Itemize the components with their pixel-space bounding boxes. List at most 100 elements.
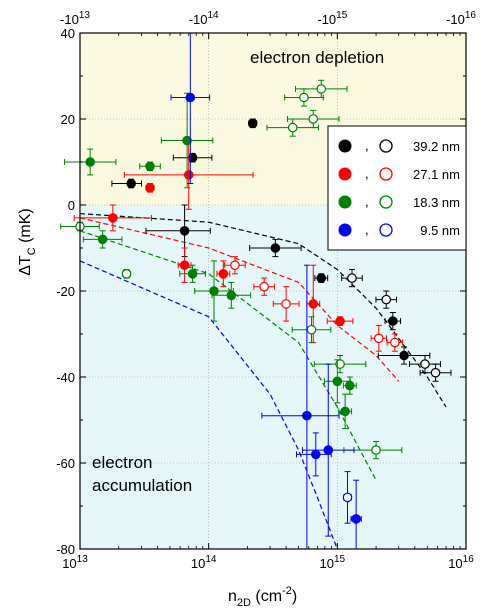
filled-marker: [316, 273, 327, 283]
filled-marker: [97, 234, 108, 245]
legend-open-marker: [379, 167, 393, 181]
open-marker: [281, 299, 291, 309]
top-tick-label: -1015: [317, 10, 347, 27]
axes-ticks: -80 -60 -40 -20 0 20 40 1013 -1013 1014 -1014 1015 -…: [56, 10, 476, 571]
accumulation-label-line2: accumulation: [92, 476, 192, 495]
legend-comma: ,: [365, 222, 369, 237]
y-axis-title: ΔTC (mK): [17, 208, 38, 276]
y-tick-label: 40: [61, 26, 75, 41]
open-point-392nm: [341, 269, 363, 288]
open-marker: [299, 92, 309, 103]
filled-marker: [399, 350, 409, 361]
filled-marker: [335, 316, 345, 326]
open-point-271nm: [272, 286, 300, 322]
filled-marker: [209, 286, 219, 296]
filled-marker: [351, 514, 361, 524]
filled-point-95nm: [261, 264, 340, 550]
open-marker: [259, 281, 269, 292]
x-tick-label: 1014: [191, 554, 217, 571]
filled-point-392nm: [111, 178, 142, 189]
legend-open-marker: [379, 139, 393, 153]
top-tick-label: -1013: [60, 10, 90, 27]
filled-marker: [187, 152, 198, 163]
filled-marker: [308, 299, 319, 309]
open-marker: [230, 260, 240, 270]
filled-marker: [126, 178, 137, 189]
y-tick-label: 20: [61, 112, 75, 127]
open-point-183nm: [291, 316, 332, 344]
filled-point-392nm: [384, 312, 402, 331]
fit-curve-392nm: [79, 213, 447, 408]
filled-marker: [182, 135, 192, 146]
legend-filled-marker: [338, 139, 352, 153]
legend-comma: ,: [365, 194, 369, 209]
x-axis-title: n2D (cm-2): [228, 585, 297, 609]
legend-filled-marker: [338, 195, 352, 209]
open-marker: [390, 337, 400, 348]
filled-marker: [247, 118, 258, 129]
legend-comma: ,: [365, 138, 369, 153]
legend-open-marker: [379, 195, 393, 209]
open-point-183nm: [313, 355, 367, 374]
top-tick-label: -1014: [189, 10, 219, 27]
fit-curve-95nm: [79, 260, 338, 550]
open-marker: [373, 333, 384, 344]
filled-point-183nm: [342, 376, 357, 395]
open-point-271nm: [386, 333, 404, 352]
open-marker: [420, 359, 430, 369]
filled-point-271nm: [73, 204, 152, 232]
legend-filled-marker: [338, 167, 352, 181]
x-tick-label: 1013: [62, 554, 88, 571]
filled-marker: [108, 213, 118, 223]
filled-point-271nm: [177, 247, 192, 283]
open-marker: [381, 294, 392, 305]
open-point-95nm: [342, 471, 353, 524]
open-marker: [316, 84, 327, 94]
filled-point-271nm: [145, 183, 155, 193]
open-point-183nm: [121, 268, 132, 279]
open-point-392nm: [419, 363, 452, 382]
y-tick-label: -20: [56, 284, 75, 299]
filled-marker: [345, 380, 355, 391]
legend: , 39.2 nm, 27.1 nm, 18.3 nm, 9.5 nm: [327, 125, 467, 251]
open-point-392nm: [375, 290, 398, 309]
open-marker: [308, 114, 319, 124]
filled-marker: [388, 316, 398, 326]
open-marker: [430, 367, 441, 378]
filled-marker: [187, 268, 198, 279]
accumulation-label-line1: electron: [92, 453, 152, 472]
filled-marker: [340, 406, 350, 417]
legend-filled-marker: [338, 223, 352, 237]
legend-entry-183nm: , 18.3 nm: [338, 194, 460, 210]
y-tick-label: 0: [68, 198, 75, 213]
filled-point-392nm: [247, 118, 258, 129]
filled-point-392nm: [377, 346, 431, 365]
open-point-271nm: [224, 256, 246, 275]
legend-label: 9.5 nm: [420, 223, 460, 238]
filled-point-183nm: [323, 359, 351, 404]
x-tick-label: 1015: [320, 554, 346, 571]
legend-label: 27.1 nm: [413, 167, 460, 182]
filled-marker: [85, 157, 95, 167]
filled-marker: [310, 449, 321, 460]
open-point-183nm: [287, 109, 340, 129]
open-marker: [306, 324, 317, 335]
y-tick-label: -80: [56, 542, 75, 557]
depletion-label: electron depletion: [250, 48, 384, 67]
filled-marker: [145, 161, 155, 172]
filled-marker: [218, 268, 229, 279]
legend-comma: ,: [365, 166, 369, 181]
filled-marker: [323, 445, 334, 455]
filled-point-271nm: [216, 260, 231, 288]
open-point-183nm: [343, 441, 403, 460]
filled-point-95nm: [295, 432, 332, 477]
open-point-271nm: [370, 324, 388, 352]
filled-marker: [179, 226, 190, 236]
top-tick-label: -1016: [446, 10, 476, 27]
y-tick-label: -40: [56, 370, 75, 385]
legend-entry-95nm: , 9.5 nm: [338, 222, 460, 238]
x-tick-label: 1016: [448, 554, 474, 571]
filled-point-183nm: [211, 281, 252, 309]
filled-marker: [185, 92, 196, 103]
filled-point-271nm: [326, 316, 354, 326]
